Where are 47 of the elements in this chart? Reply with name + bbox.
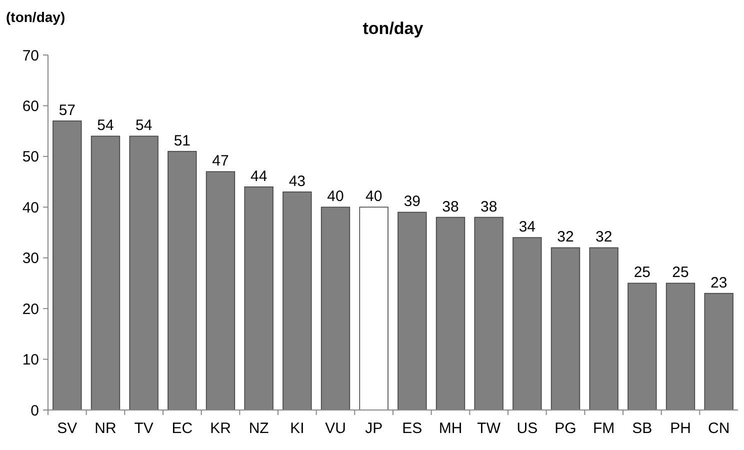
x-tick-label: ES: [402, 420, 422, 437]
data-label: 43: [288, 172, 306, 190]
x-tick-label: PG: [554, 420, 576, 437]
y-tick-label: 0: [30, 402, 39, 420]
x-tick-label: TV: [134, 420, 154, 437]
y-tick-label: 30: [22, 250, 39, 268]
data-label: 34: [518, 218, 536, 236]
data-label: 39: [404, 193, 421, 210]
x-tick-label: KR: [210, 420, 232, 437]
x-tick-label: SV: [57, 420, 78, 437]
data-label: 54: [97, 117, 114, 134]
data-label: 47: [212, 152, 229, 170]
y-tick-label: 60: [22, 98, 39, 115]
chart-title: ton/day: [362, 19, 424, 38]
x-tick-label: JP: [365, 420, 383, 437]
y-tick-label: 40: [22, 199, 39, 216]
data-label: 51: [174, 132, 191, 150]
y-axis-title: (ton/day): [6, 9, 66, 25]
data-label: 25: [634, 264, 651, 282]
bar: [359, 206, 388, 410]
x-tick-label: KI: [290, 420, 304, 437]
data-label: 32: [595, 228, 612, 246]
data-label: 32: [557, 228, 574, 246]
x-tick-label: SB: [632, 420, 652, 437]
data-label: 57: [58, 102, 76, 119]
x-tick-label: US: [516, 420, 538, 437]
data-label: 54: [135, 117, 152, 134]
data-label: 40: [327, 188, 344, 206]
data-label: 23: [710, 274, 728, 292]
y-tick-label: 50: [22, 148, 39, 166]
x-tick-label: CN: [708, 420, 730, 437]
x-tick-label: TW: [477, 420, 502, 437]
x-tick-label: PH: [670, 420, 691, 437]
x-tick-label: NR: [94, 420, 116, 437]
x-tick-label: VU: [325, 420, 346, 437]
y-tick-label: 10: [22, 352, 39, 369]
x-tick-label: MH: [438, 420, 462, 437]
y-tick-label: 20: [22, 300, 39, 318]
x-tick-label: NZ: [248, 420, 269, 437]
data-label: 44: [250, 168, 268, 185]
data-label: 38: [442, 198, 459, 216]
data-label: 40: [365, 188, 382, 206]
x-tick-label: EC: [172, 420, 193, 437]
x-tick-label: FM: [592, 420, 615, 437]
y-tick-label: 70: [22, 47, 39, 64]
data-label: 38: [480, 198, 498, 216]
data-label: 25: [672, 264, 689, 282]
